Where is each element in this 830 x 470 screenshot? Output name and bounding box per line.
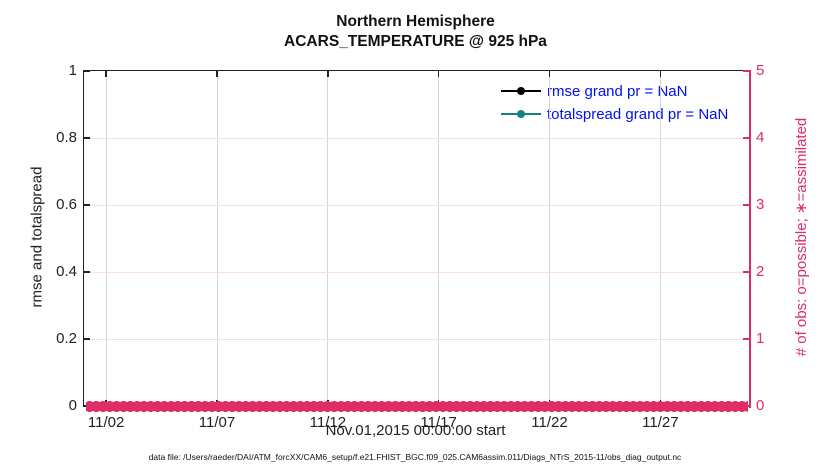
y-gridline	[84, 271, 749, 273]
x-tick-top	[548, 71, 551, 77]
y-tick-label-right: 1	[756, 330, 765, 347]
x-gridline	[105, 71, 107, 406]
x-gridline	[659, 71, 661, 406]
y-tick-left	[84, 70, 90, 72]
x-tick-top	[216, 71, 218, 77]
x-tick-label: 11/27	[642, 414, 679, 431]
y-tick-label-right: 2	[756, 263, 765, 280]
x-tick-label: 11/17	[420, 414, 457, 431]
y-gridline	[84, 338, 749, 340]
y-tick-left	[84, 137, 90, 139]
right-axis-line	[749, 69, 751, 408]
y-tick-label-right: 3	[756, 196, 765, 213]
y-gridline	[84, 137, 749, 139]
y-tick-label-left: 1	[68, 62, 77, 79]
plot-area: rmse grand pr = NaN totalspread grand pr …	[56, 62, 764, 431]
y-tick-right	[743, 338, 749, 340]
chart-title-block: Northern Hemisphere ACARS_TEMPERATURE @ …	[83, 12, 748, 52]
legend-item-label: totalspread grand pr = NaN	[547, 105, 729, 123]
y-tick-left	[84, 338, 90, 340]
x-tick-top	[437, 71, 440, 77]
legend-line-marker-swatch	[501, 82, 541, 100]
x-gridline	[216, 71, 218, 406]
y-axis-label-right: # of obs: o=possible; ∗=assimilated	[793, 117, 810, 357]
x-tick-top	[659, 71, 662, 77]
x-gridline	[549, 71, 550, 406]
x-tick-top	[327, 71, 329, 77]
x-tick-label: 11/22	[531, 414, 568, 431]
y-tick-label-left: 0	[68, 397, 77, 414]
x-gridline	[327, 71, 329, 406]
y-tick-label-left: 0.2	[56, 330, 77, 347]
x-axis-label: Nov.01,2015 00:00:00 start	[325, 422, 506, 439]
y-tick-left	[84, 271, 90, 273]
y-tick-label-right: 5	[756, 62, 765, 79]
legend-item: rmse grand pr = NaN	[501, 82, 728, 100]
x-tick-label: 11/12	[309, 414, 347, 431]
x-gridline	[438, 71, 440, 406]
legend: rmse grand pr = NaN totalspread grand pr …	[501, 82, 728, 123]
y-tick-right	[743, 70, 749, 72]
y-axis-label-left: rmse and totalspread	[28, 166, 46, 308]
y-gridline	[84, 204, 749, 206]
chart-title: Northern Hemisphere	[336, 13, 495, 30]
obs-assimilated-marker-band	[86, 399, 748, 413]
legend-item: totalspread grand pr = NaN	[501, 105, 728, 123]
y-tick-left	[84, 204, 90, 206]
y-tick-right	[743, 271, 749, 273]
legend-line-marker-swatch	[501, 105, 541, 123]
x-tick-label: 11/07	[198, 414, 236, 431]
y-tick-right	[743, 137, 749, 139]
y-tick-label-left: 0.4	[56, 263, 77, 280]
y-tick-label-left: 0.6	[56, 196, 77, 213]
y-tick-label-right: 4	[756, 129, 765, 146]
y-tick-right	[743, 204, 749, 206]
legend-item-label: rmse grand pr = NaN	[547, 82, 688, 100]
y-tick-label-left: 0.8	[56, 129, 77, 146]
y-tick-label-right: 0	[756, 397, 765, 414]
data-file-caption: data file: /Users/raeder/DAI/ATM_forcXX/…	[148, 452, 682, 462]
chart-subtitle: ACARS_TEMPERATURE @ 925 hPa	[284, 33, 547, 50]
x-tick-label: 11/02	[87, 414, 125, 431]
x-tick-top	[105, 71, 107, 77]
